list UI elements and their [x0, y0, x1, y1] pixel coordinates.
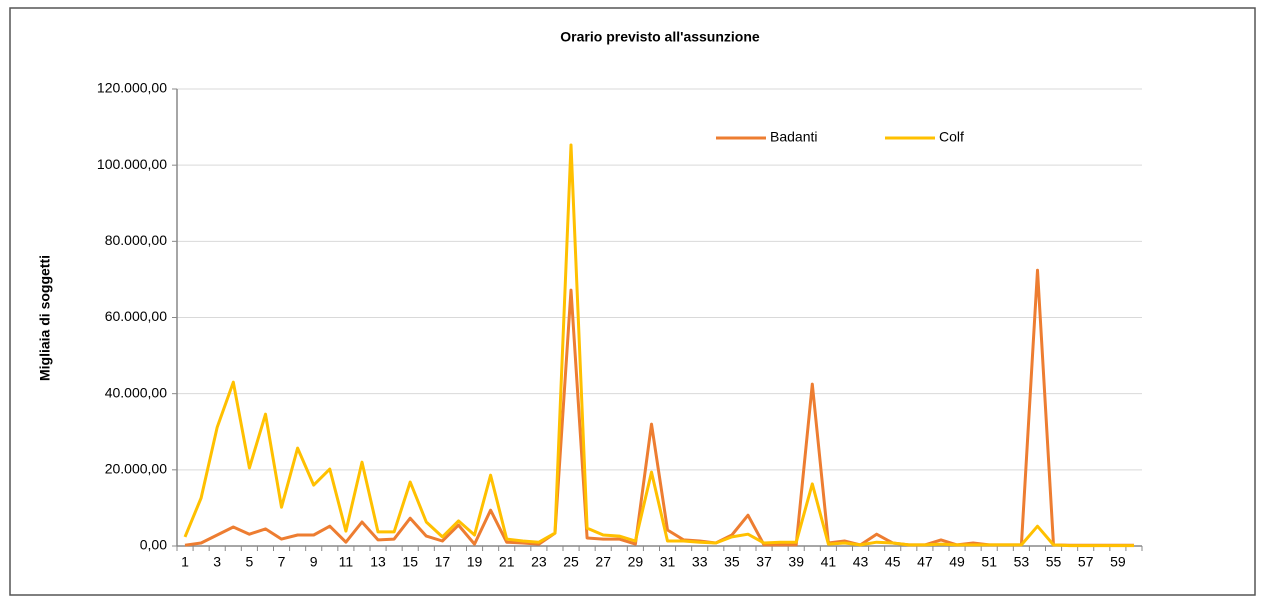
x-tick-label: 15: [402, 554, 418, 570]
x-tick-label: 33: [692, 554, 708, 570]
x-tick-label: 35: [724, 554, 740, 570]
x-tick-label: 41: [821, 554, 837, 570]
x-tick-label: 49: [949, 554, 965, 570]
series-line: [184, 268, 1134, 547]
x-tick-label: 29: [628, 554, 644, 570]
legend-label: Badanti: [770, 129, 817, 145]
x-tick-label: 9: [310, 554, 318, 570]
y-tick-label: 20.000,00: [105, 461, 167, 477]
x-tick-label: 13: [370, 554, 386, 570]
x-tick-label: 11: [339, 554, 354, 570]
y-tick-label: 40.000,00: [105, 384, 167, 400]
x-tick-label: 27: [595, 554, 611, 570]
legend-label: Colf: [939, 129, 964, 145]
x-tick-label: 25: [563, 554, 579, 570]
x-tick-label: 53: [1014, 554, 1030, 570]
x-tick-label: 51: [981, 554, 997, 570]
x-tick-label: 55: [1046, 554, 1062, 570]
x-tick-label: 17: [435, 554, 451, 570]
y-tick-label: 60.000,00: [105, 308, 167, 324]
x-tick-label: 39: [788, 554, 804, 570]
y-tick-label: 0,00: [140, 537, 167, 553]
x-tick-label: 23: [531, 554, 547, 570]
x-tick-label: 31: [660, 554, 676, 570]
x-tick-label: 37: [756, 554, 772, 570]
y-tick-label: 100.000,00: [97, 156, 167, 172]
x-tick-label: 1: [181, 554, 189, 570]
y-tick-label: 80.000,00: [105, 232, 167, 248]
chart-border: [9, 7, 1256, 596]
x-tick-label: 7: [278, 554, 286, 570]
x-tick-label: 47: [917, 554, 933, 570]
x-tick-label: 59: [1110, 554, 1126, 570]
chart-title: Orario previsto all'assunzione: [560, 29, 760, 45]
y-tick-label: 120.000,00: [97, 80, 167, 96]
x-tick-label: 5: [245, 554, 253, 570]
x-tick-label: 45: [885, 554, 901, 570]
y-axis-label: Migliaia di soggetti: [37, 255, 53, 381]
x-tick-label: 43: [853, 554, 869, 570]
x-tick-label: 19: [467, 554, 483, 570]
series-line: [183, 143, 1134, 548]
x-tick-label: 3: [213, 554, 221, 570]
x-tick-label: 57: [1078, 554, 1094, 570]
x-tick-label: 21: [499, 554, 515, 570]
